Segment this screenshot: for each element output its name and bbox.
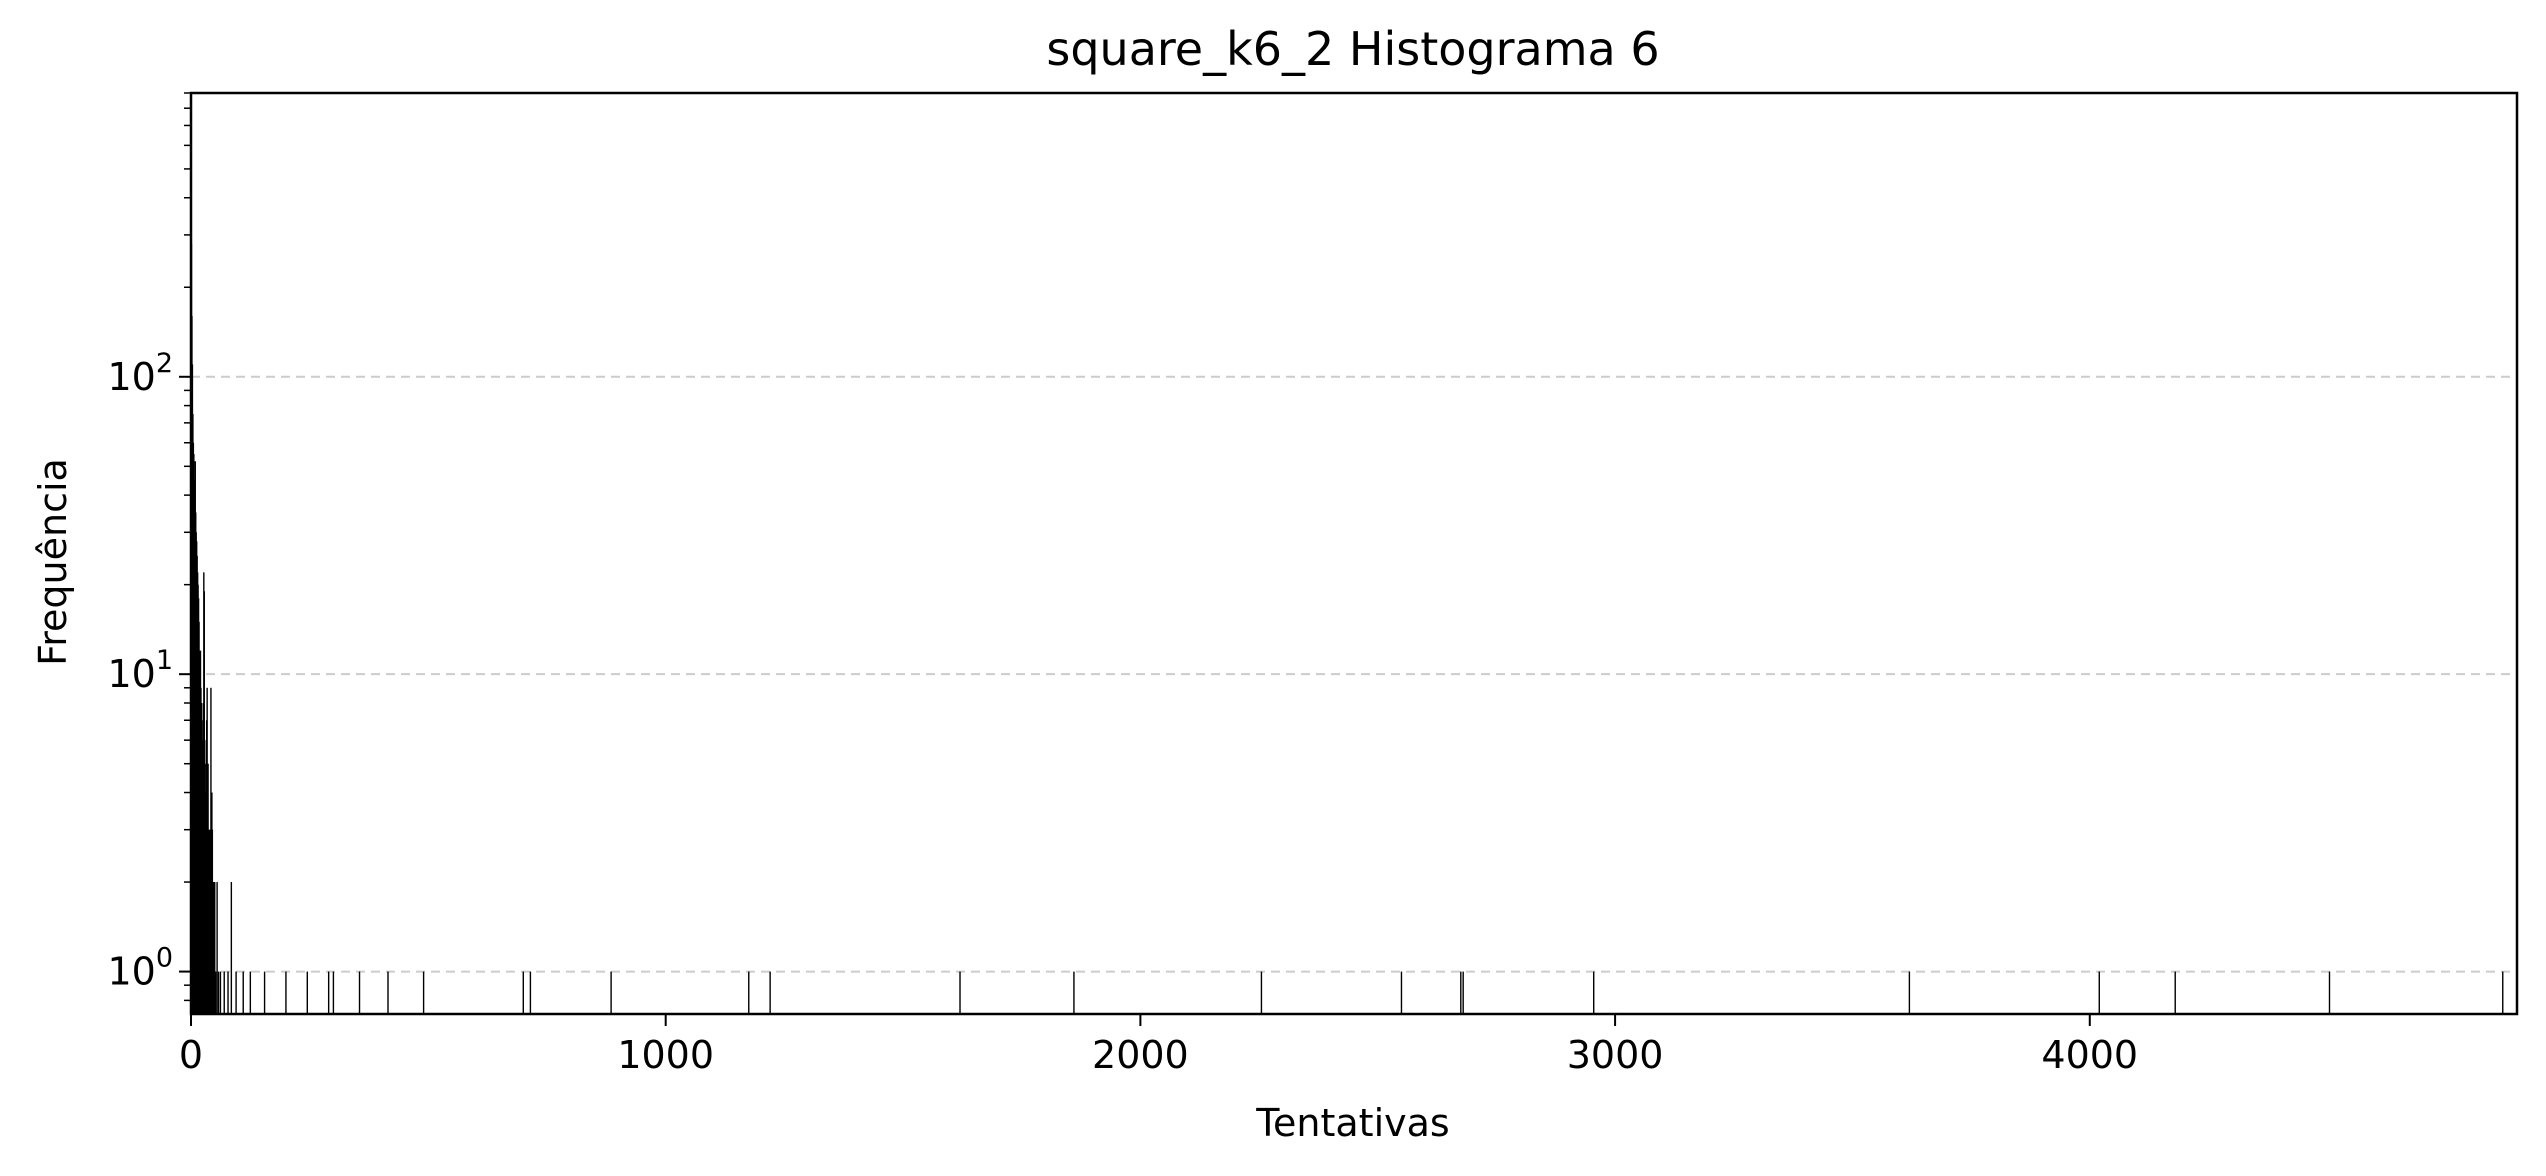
histogram-bar bbox=[214, 882, 216, 1014]
histogram-bar bbox=[285, 971, 287, 1014]
x-tick-label: 1000 bbox=[617, 1033, 714, 1077]
histogram-bar bbox=[235, 971, 237, 1014]
histogram-bar bbox=[1460, 971, 1462, 1014]
axis-ticks: 0 1000 2000 3000 4000 100 101 102 bbox=[107, 92, 2138, 1077]
plot-frame bbox=[189, 91, 2519, 1016]
x-tick-label: 3000 bbox=[1567, 1033, 1664, 1077]
histogram-bar bbox=[223, 971, 225, 1014]
histogram-bar bbox=[422, 971, 425, 1014]
histogram-bar bbox=[1073, 971, 1075, 1014]
histogram-bar bbox=[249, 971, 252, 1014]
histogram-bar bbox=[214, 971, 217, 1014]
histogram-bar bbox=[217, 971, 220, 1014]
histogram-bar bbox=[210, 687, 212, 1014]
histogram-bar bbox=[2174, 971, 2176, 1014]
histogram-bar bbox=[212, 882, 215, 1014]
histogram-bar bbox=[332, 971, 335, 1014]
x-tick-label: 2000 bbox=[1092, 1033, 1189, 1077]
histogram-bar bbox=[748, 971, 750, 1014]
histogram-bar bbox=[219, 971, 222, 1014]
histogram-bar bbox=[387, 971, 389, 1014]
histogram-bar bbox=[242, 971, 244, 1014]
y-tick-label: 100 bbox=[107, 943, 173, 994]
histogram-bar bbox=[1908, 971, 1911, 1014]
x-axis-label: Tentativas bbox=[1255, 1101, 1449, 1145]
histogram-bar bbox=[263, 971, 266, 1014]
histogram-bar bbox=[216, 882, 218, 1014]
histogram-bar bbox=[1260, 971, 1263, 1014]
x-tick-label: 0 bbox=[179, 1033, 203, 1077]
histogram-bar bbox=[769, 971, 771, 1014]
chart-title: square_k6_2 Histograma 6 bbox=[1046, 22, 1659, 76]
y-tick-label: 101 bbox=[107, 645, 173, 696]
histogram-bar bbox=[306, 971, 308, 1014]
y-tick-label: 102 bbox=[107, 348, 173, 399]
histogram-bar bbox=[358, 971, 361, 1014]
histogram-bar bbox=[1400, 971, 1403, 1014]
histogram-bar bbox=[1593, 971, 1595, 1014]
histogram-bar bbox=[2098, 971, 2100, 1014]
histogram-bar bbox=[529, 971, 532, 1014]
histogram-bar bbox=[327, 971, 330, 1014]
histogram-bar bbox=[2328, 971, 2331, 1014]
x-tick-label: 4000 bbox=[2041, 1033, 2138, 1077]
histogram-bar bbox=[230, 882, 233, 1014]
histogram-bar bbox=[522, 971, 524, 1014]
y-axis-label: Frequência bbox=[31, 458, 75, 666]
histogram-bar bbox=[2502, 971, 2504, 1014]
histogram-bar bbox=[1462, 971, 1464, 1014]
histogram-bar bbox=[610, 971, 612, 1014]
histogram-bar bbox=[959, 971, 961, 1014]
histogram-bar bbox=[227, 971, 229, 1014]
gridlines bbox=[191, 375, 2517, 973]
